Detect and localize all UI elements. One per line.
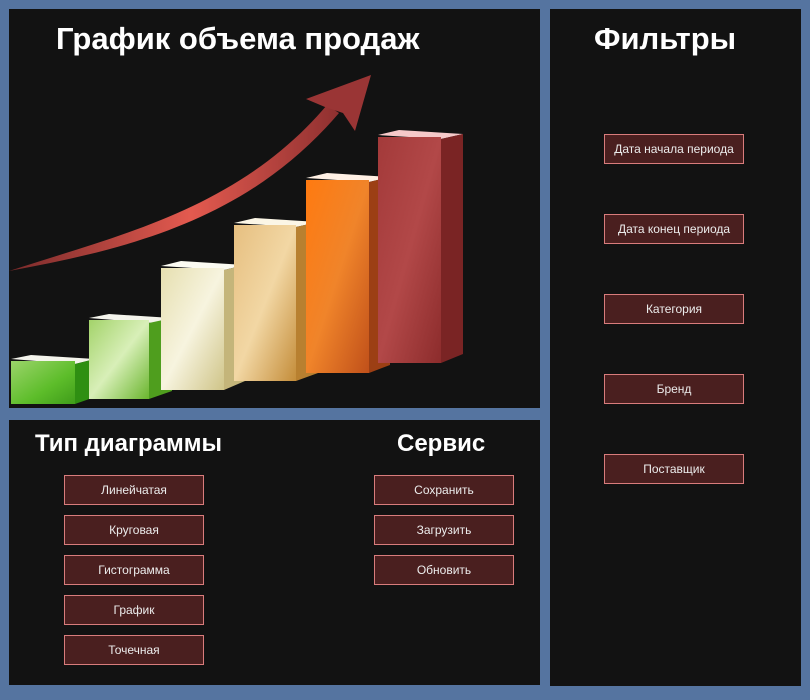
controls-panel: Тип диаграммы Линейчатая Круговая Гистог… <box>9 420 540 685</box>
filter-brand-button[interactable]: Бренд <box>604 374 744 404</box>
save-button[interactable]: Сохранить <box>374 475 514 505</box>
filter-end-date-button[interactable]: Дата конец периода <box>604 214 744 244</box>
filters-title: Фильтры <box>594 21 737 56</box>
bar-5 <box>306 173 390 373</box>
filter-supplier-button[interactable]: Поставщик <box>604 454 744 484</box>
refresh-button[interactable]: Обновить <box>374 555 514 585</box>
bar-3 <box>161 261 245 390</box>
bar-6 <box>378 130 463 363</box>
chart-type-pie-button[interactable]: Круговая <box>64 515 204 545</box>
service-title: Сервис <box>397 430 486 457</box>
chart-panel: График объема продаж <box>9 9 540 408</box>
chart-type-bar-button[interactable]: Линейчатая <box>64 475 204 505</box>
chart-title: График объема продаж <box>56 21 420 56</box>
chart-type-histogram-button[interactable]: Гистограмма <box>64 555 204 585</box>
chart-type-scatter-button[interactable]: Точечная <box>64 635 204 665</box>
chart-type-line-button[interactable]: График <box>64 595 204 625</box>
filter-start-date-button[interactable]: Дата начала периода <box>604 134 744 164</box>
load-button[interactable]: Загрузить <box>374 515 514 545</box>
bar-2 <box>89 314 172 399</box>
filters-panel: Фильтры Дата начала периода Дата конец п… <box>550 9 801 686</box>
growth-arrow <box>9 75 371 271</box>
sales-growth-illustration <box>9 75 463 404</box>
filter-category-button[interactable]: Категория <box>604 294 744 324</box>
chart-type-title: Тип диаграммы <box>35 430 223 457</box>
bar-1 <box>11 355 95 404</box>
bar-4 <box>234 218 318 381</box>
